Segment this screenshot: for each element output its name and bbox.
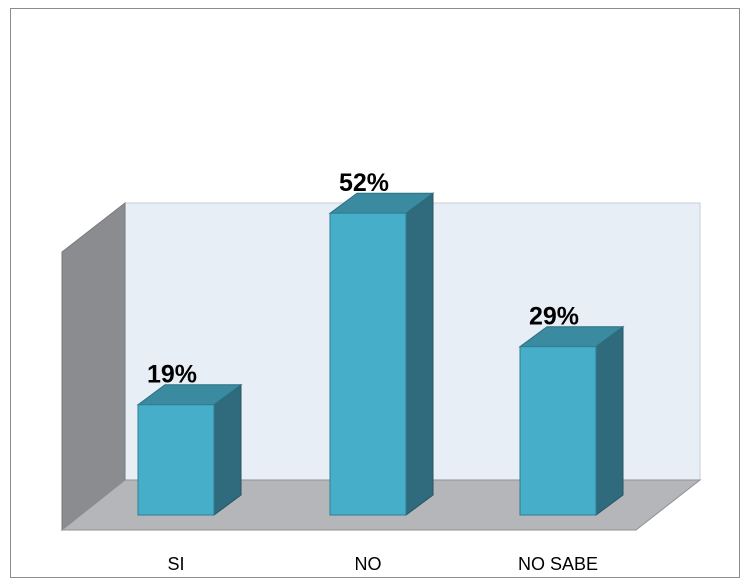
chart-category-labels: SI NO NO SABE [167, 554, 598, 574]
bar-si [136, 383, 243, 516]
category-label: NO SABE [518, 554, 598, 574]
chart-bars [136, 192, 625, 516]
bar-front-face [137, 404, 215, 516]
bar-no [328, 192, 435, 516]
bar-side-face [213, 383, 242, 516]
category-label: NO [355, 554, 382, 574]
bar-front-face [519, 346, 597, 516]
bar-side-face [595, 325, 624, 516]
data-label: 29% [529, 303, 579, 331]
category-label: SI [167, 554, 184, 574]
bar-side-face [405, 192, 434, 516]
side-wall [61, 201, 126, 532]
data-label: 52% [339, 169, 389, 197]
bar-no-sabe [518, 325, 625, 516]
chart-data-labels: 19% 52% 29% [147, 169, 579, 389]
data-label: 19% [147, 361, 197, 389]
bar-front-face [329, 212, 407, 516]
